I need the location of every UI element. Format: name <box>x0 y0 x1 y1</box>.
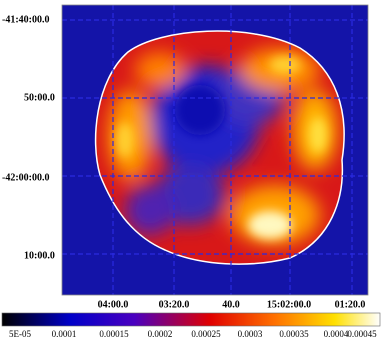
x-label: 15:02:00.0 <box>267 299 311 310</box>
colorbar-label: 0.0001 <box>52 329 77 339</box>
sky-image <box>62 5 368 295</box>
x-labels: 04:00.0 03:20.0 40.0 15:02:00.0 01:20.0 <box>98 299 366 310</box>
x-label: 04:00.0 <box>98 299 129 310</box>
x-label: 01:20.0 <box>335 299 366 310</box>
y-labels: -41:40:00.0 50:00.0 -42:00:00.0 10:00.0 <box>2 14 55 261</box>
colorbar <box>1 312 381 327</box>
colorbar-label: 0.0004 <box>324 329 349 339</box>
colorbar-label: 5E-05 <box>9 329 31 339</box>
colorbar-labels: 5E-05 0.0001 0.00015 0.0002 0.00025 0.00… <box>9 329 377 339</box>
colorbar-label: 0.00015 <box>99 329 129 339</box>
coordinate-grid <box>62 5 368 295</box>
x-label: 40.0 <box>222 299 240 310</box>
y-label: -42:00:00.0 <box>2 172 50 183</box>
y-label: -41:40:00.0 <box>2 14 50 25</box>
colorbar-label: 0.00025 <box>191 329 221 339</box>
y-label: 10:00.0 <box>24 250 55 261</box>
colorbar-label: 0.0002 <box>148 329 173 339</box>
colorbar-label: 0.0003 <box>238 329 263 339</box>
y-label: 50:00.0 <box>24 92 55 103</box>
colorbar-label: 0.00035 <box>279 329 309 339</box>
colorbar-label: 0.00045 <box>347 329 377 339</box>
x-label: 03:20.0 <box>159 299 190 310</box>
